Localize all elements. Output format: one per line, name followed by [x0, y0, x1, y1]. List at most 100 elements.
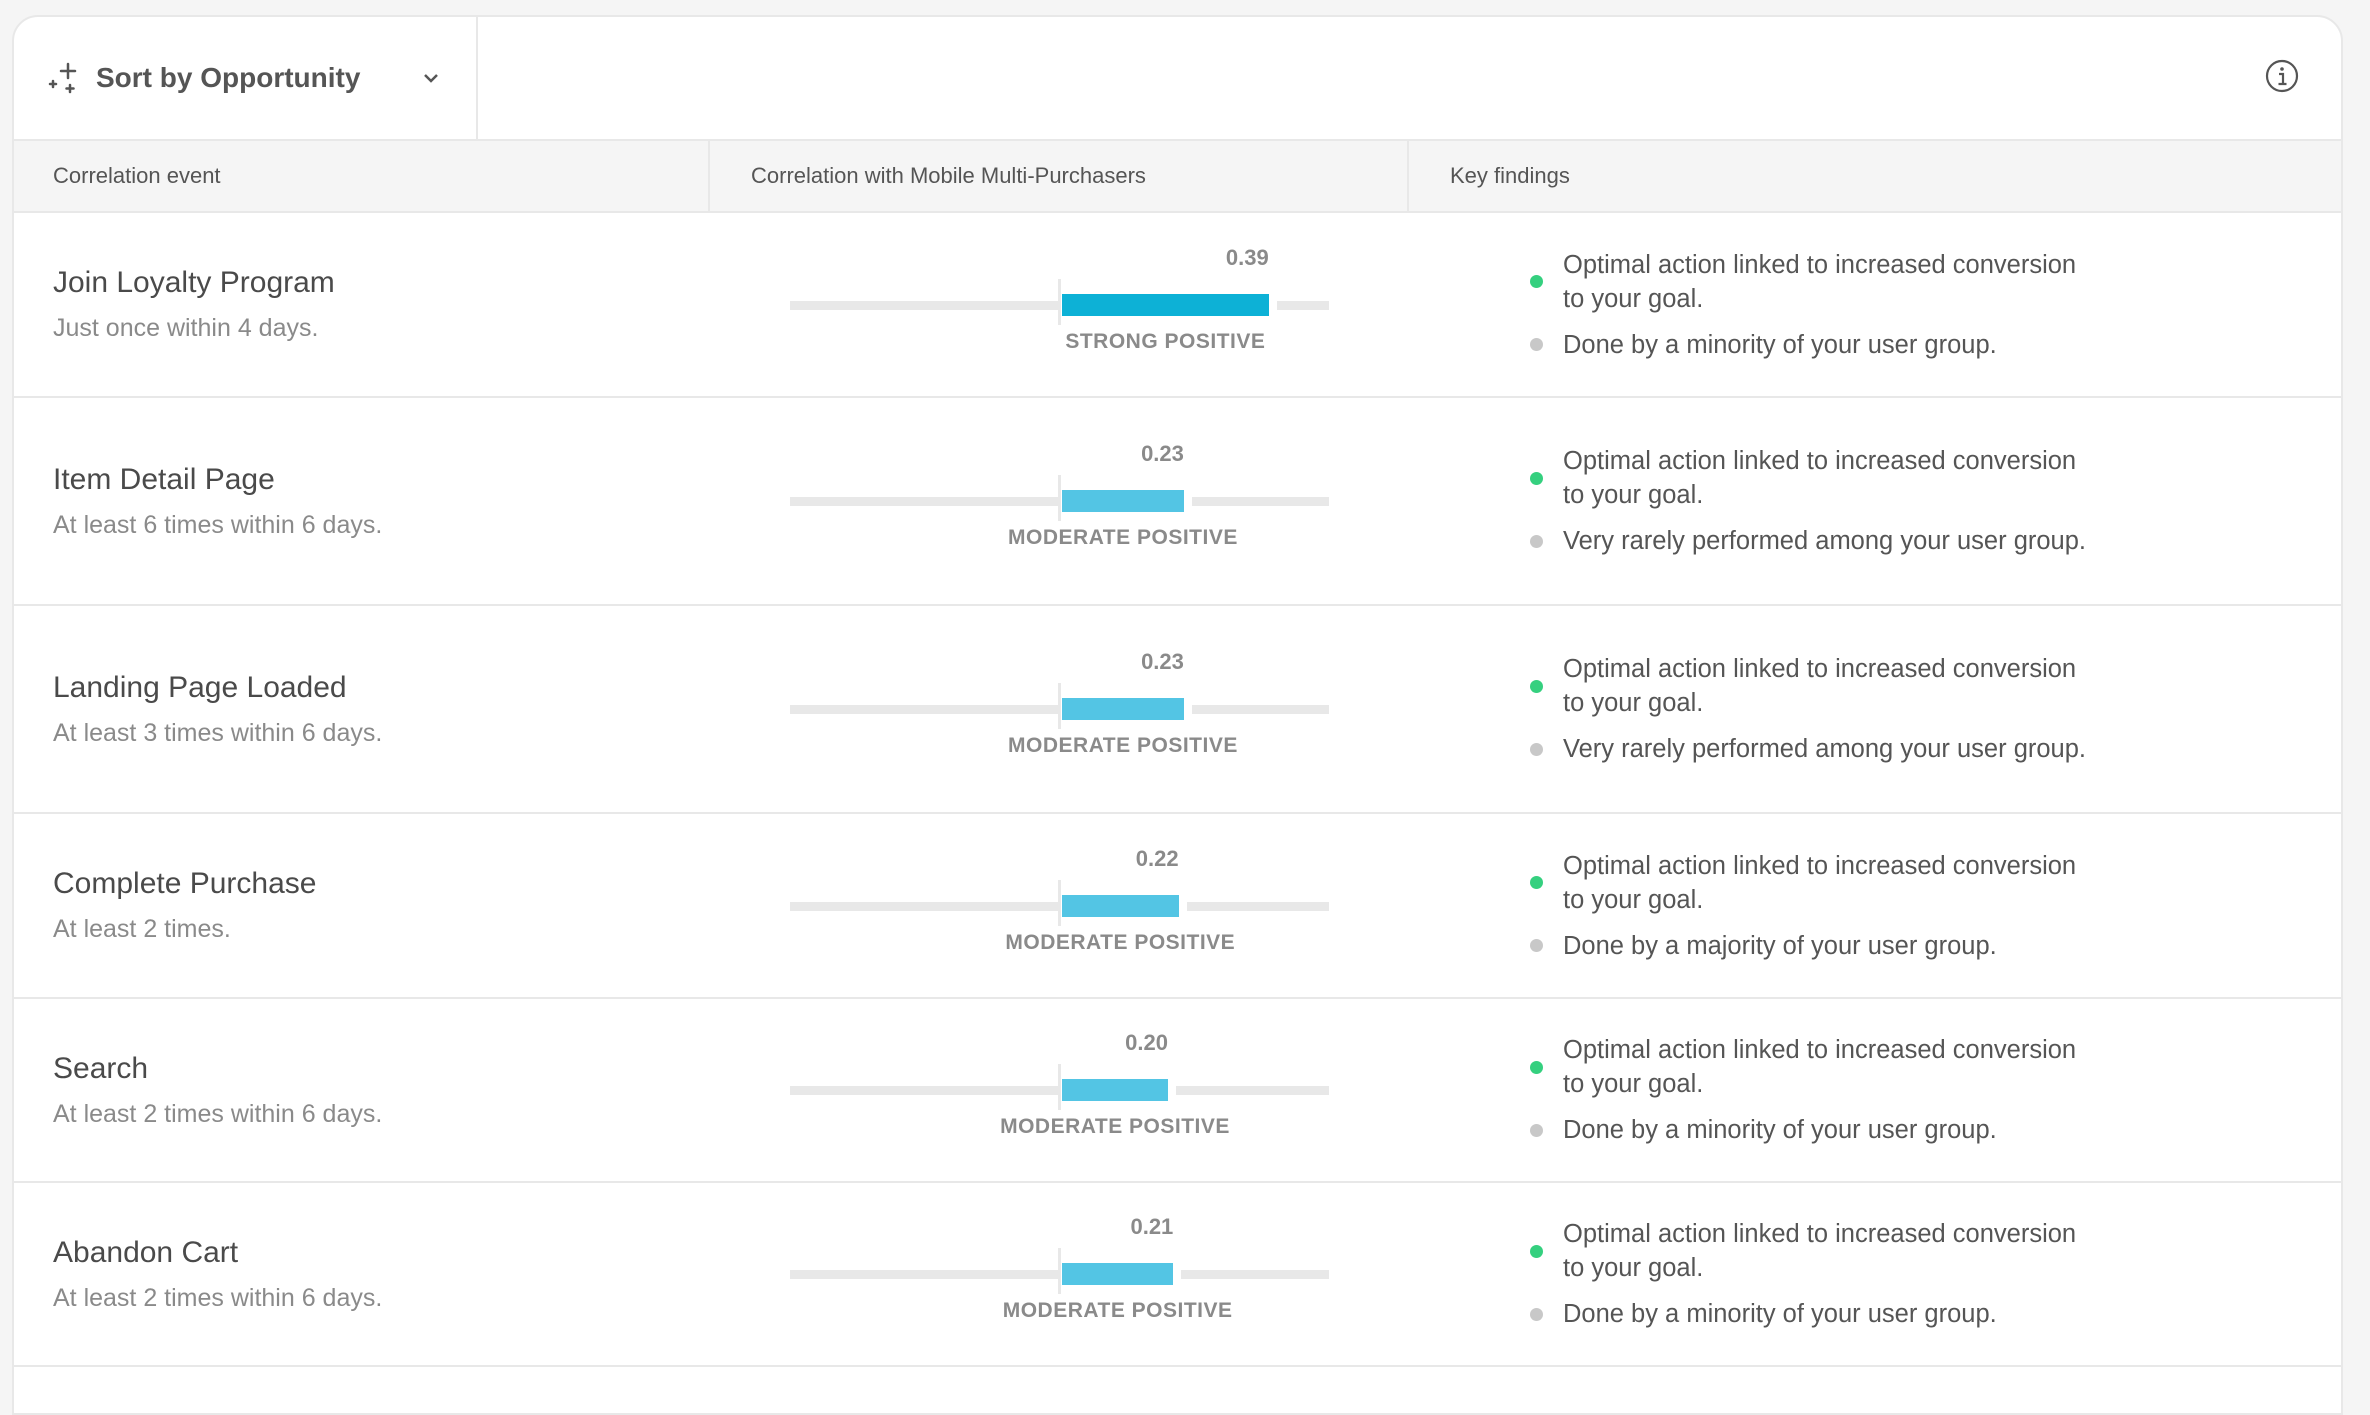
finding-item: Done by a minority of your user group.: [1530, 1113, 2341, 1147]
event-cell: Landing Page Loaded At least 3 times wit…: [14, 606, 749, 812]
event-title[interactable]: Landing Page Loaded: [53, 670, 347, 704]
correlation-bar: [1062, 1263, 1174, 1285]
finding-text: Optimal action linked to increased conve…: [1563, 1036, 2077, 1098]
event-criteria: Just once within 4 days.: [53, 314, 319, 342]
finding-text: Optimal action linked to increased conve…: [1563, 655, 2077, 717]
table-row[interactable]: Join Loyalty Program Just once within 4 …: [14, 213, 2341, 398]
finding-item: Very rarely performed among your user gr…: [1530, 524, 2341, 558]
correlation-bar: [1062, 490, 1184, 512]
finding-text: Optimal action linked to increased conve…: [1563, 447, 2077, 509]
track-right: [1276, 300, 1329, 310]
correlation-bar: [1062, 293, 1269, 316]
positive-dot-icon: [1530, 275, 1543, 288]
event-title[interactable]: Complete Purchase: [53, 867, 317, 900]
info-icon[interactable]: [2265, 59, 2299, 93]
finding-text: Done by a minority of your user group.: [1563, 330, 1997, 359]
correlation-chart: 0.21 MODERATE POSITIVE: [790, 1214, 1329, 1334]
positive-dot-icon: [1530, 471, 1543, 485]
table-row[interactable]: Complete Purchase At least 2 times. 0.22…: [14, 814, 2341, 999]
correlation-strength: MODERATE POSITIVE: [1008, 526, 1238, 549]
table-row[interactable]: Search At least 2 times within 6 days. 0…: [14, 999, 2341, 1183]
correlation-value: 0.22: [1135, 845, 1179, 871]
findings-cell: Optimal action linked to increased conve…: [1489, 814, 2341, 997]
finding-item: Optimal action linked to increased conve…: [1530, 1217, 2341, 1285]
neutral-dot-icon: [1530, 534, 1543, 548]
event-title[interactable]: Join Loyalty Program: [53, 266, 335, 299]
event-cell: Join Loyalty Program Just once within 4 …: [14, 213, 749, 396]
correlation-value: 0.23: [1141, 649, 1184, 674]
correlation-strength: MODERATE POSITIVE: [1008, 734, 1238, 757]
finding-text: Done by a minority of your user group.: [1563, 1116, 1997, 1144]
table-row[interactable]: Item Detail Page At least 6 times within…: [14, 398, 2341, 606]
correlation-cell: 0.22 MODERATE POSITIVE: [749, 814, 1489, 997]
column-header-correlation[interactable]: Correlation with Mobile Multi-Purchasers: [710, 141, 1409, 211]
correlation-value: 0.20: [1125, 1030, 1168, 1055]
event-cell: Complete Purchase At least 2 times.: [14, 814, 749, 997]
event-criteria: At least 2 times within 6 days.: [53, 1099, 383, 1128]
table-row[interactable]: Abandon Cart At least 2 times within 6 d…: [14, 1183, 2341, 1367]
column-header-findings[interactable]: Key findings: [1450, 163, 1570, 188]
event-title[interactable]: Abandon Cart: [53, 1235, 239, 1269]
finding-item: Optimal action linked to increased conve…: [1530, 849, 2341, 917]
correlation-chart: 0.23 MODERATE POSITIVE: [790, 441, 1329, 561]
sort-dropdown[interactable]: Sort by Opportunity: [14, 17, 478, 139]
correlation-chart: 0.39 STRONG POSITIVE: [790, 245, 1329, 365]
correlation-strength: STRONG POSITIVE: [1065, 329, 1266, 353]
finding-text: Optimal action linked to increased conve…: [1563, 250, 2077, 313]
event-criteria: At least 2 times.: [53, 915, 231, 943]
zero-line: [1058, 475, 1061, 521]
correlation-chart: 0.23 MODERATE POSITIVE: [790, 649, 1329, 769]
neutral-dot-icon: [1530, 939, 1543, 952]
zero-line: [1058, 278, 1061, 325]
event-criteria: At least 2 times within 6 days.: [53, 1283, 383, 1312]
finding-text: Optimal action linked to increased conve…: [1563, 851, 2077, 914]
zero-line: [1058, 879, 1061, 926]
table-row[interactable]: Landing Page Loaded At least 3 times wit…: [14, 606, 2341, 814]
chevron-down-icon: [424, 74, 438, 83]
finding-text: Very rarely performed among your user gr…: [1563, 735, 2086, 763]
positive-dot-icon: [1530, 1244, 1543, 1258]
neutral-dot-icon: [1530, 338, 1543, 351]
findings-cell: Optimal action linked to increased conve…: [1489, 398, 2341, 604]
event-criteria: At least 3 times within 6 days.: [53, 718, 383, 747]
track-right: [1181, 1270, 1329, 1279]
sparkle-icon: [48, 62, 77, 94]
correlation-strength: MODERATE POSITIVE: [1002, 1299, 1233, 1322]
track-right: [1176, 1086, 1329, 1095]
table-header: Correlation event Correlation with Mobil…: [14, 141, 2341, 213]
sort-label: Sort by Opportunity: [96, 62, 361, 93]
correlation-panel: Sort by Opportunity Correlation event Co…: [12, 15, 2343, 1415]
correlation-cell: 0.39 STRONG POSITIVE: [749, 213, 1489, 396]
neutral-dot-icon: [1530, 1123, 1543, 1137]
toolbar: Sort by Opportunity: [14, 17, 2341, 141]
correlation-cell: 0.21 MODERATE POSITIVE: [749, 1183, 1489, 1365]
event-cell: Search At least 2 times within 6 days.: [14, 999, 749, 1181]
correlation-bar: [1062, 1079, 1168, 1101]
findings-cell: Optimal action linked to increased conve…: [1489, 213, 2341, 396]
correlation-bar: [1062, 894, 1179, 917]
finding-item: Done by a majority of your user group.: [1530, 929, 2341, 963]
findings-cell: Optimal action linked to increased conve…: [1489, 606, 2341, 812]
correlation-strength: MODERATE POSITIVE: [1000, 1115, 1230, 1138]
table-body: Join Loyalty Program Just once within 4 …: [14, 213, 2341, 1413]
finding-item: Optimal action linked to increased conve…: [1530, 652, 2341, 720]
zero-line: [1058, 683, 1061, 729]
track-left: [790, 300, 1060, 310]
correlation-value: 0.23: [1141, 441, 1184, 466]
correlation-cell: 0.23 MODERATE POSITIVE: [749, 606, 1489, 812]
correlation-chart: 0.20 MODERATE POSITIVE: [790, 1030, 1329, 1150]
event-cell: Item Detail Page At least 6 times within…: [14, 398, 749, 604]
correlation-value: 0.39: [1225, 244, 1269, 270]
positive-dot-icon: [1530, 1060, 1543, 1074]
correlation-bar: [1062, 698, 1184, 720]
column-header-event[interactable]: Correlation event: [14, 141, 710, 211]
findings-cell: Optimal action linked to increased conve…: [1489, 1183, 2341, 1365]
zero-line: [1058, 1064, 1061, 1110]
table-row-partial: [14, 1367, 2341, 1413]
event-cell: Abandon Cart At least 2 times within 6 d…: [14, 1183, 749, 1365]
event-title[interactable]: Item Detail Page: [53, 462, 275, 496]
track-left: [790, 705, 1060, 714]
correlation-chart: 0.22 MODERATE POSITIVE: [790, 846, 1329, 966]
positive-dot-icon: [1530, 679, 1543, 693]
event-title[interactable]: Search: [53, 1051, 149, 1085]
